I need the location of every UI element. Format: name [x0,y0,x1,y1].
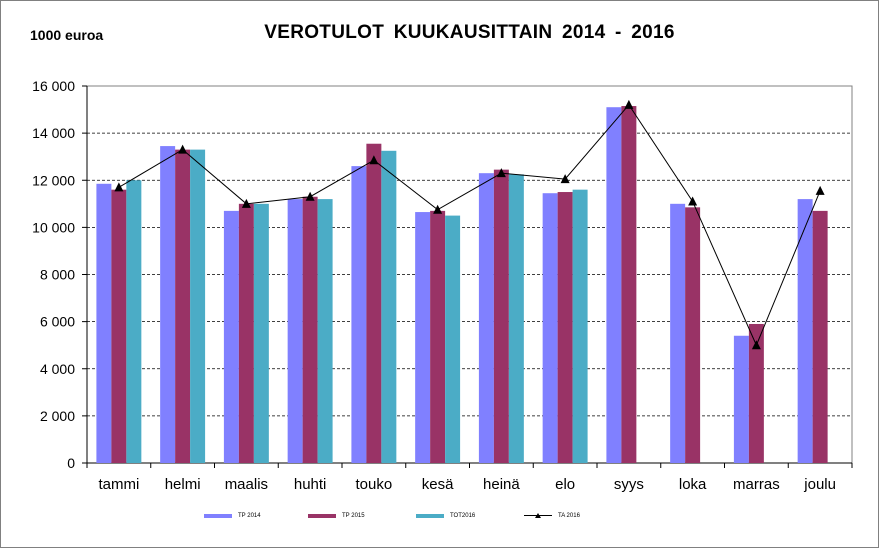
bar [223,210,239,463]
x-tick-label: elo [555,476,575,493]
legend-item: TOT2016 [416,513,475,519]
bar [111,189,127,464]
legend-label: TOT2016 [450,513,476,519]
x-tick-label: joulu [803,476,836,493]
data-point [496,168,506,178]
bar [812,210,828,463]
bar [542,193,558,463]
bar [381,150,397,463]
legend-item: TA 2016 [524,513,580,519]
data-point [305,191,315,201]
bar [238,203,254,463]
series-line [118,104,821,347]
bar [317,199,333,463]
x-tick-label: kesä [422,476,454,493]
bar [351,166,367,464]
x-tick-label: tammi [98,476,139,493]
bar [733,335,749,463]
data-point [560,174,570,184]
data-point [624,99,634,109]
x-tick-label: helmi [165,476,201,493]
y-tick-label: 10 000 [32,219,75,235]
data-point [688,196,698,206]
bar [670,203,686,463]
x-tick-label: syys [614,476,644,493]
bar [160,146,176,463]
x-tick-label: marras [733,476,780,493]
y-tick-label: 2 000 [40,408,75,424]
legend-label: TP 2015 [342,513,365,519]
bar [253,203,269,463]
bar [287,199,303,463]
data-point [815,185,825,195]
bar [748,323,764,463]
legend-swatch [204,514,232,518]
data-point [178,144,188,154]
bar [685,207,701,463]
y-tick-label: 12 000 [32,172,75,188]
bar [557,192,573,463]
y-tick-label: 8 000 [40,267,75,283]
bar [430,210,446,463]
bar [606,107,622,464]
bar [508,174,524,463]
legend-swatch [416,514,444,518]
bar [415,212,431,463]
legend-label: TA 2016 [558,513,580,519]
bar [302,196,318,463]
bar [478,173,494,463]
bar [175,149,191,463]
y-tick-label: 0 [67,455,75,471]
y-tick-label: 6 000 [40,314,75,330]
x-tick-label: loka [679,476,707,493]
data-point [369,155,379,165]
bar [445,215,461,463]
bar [572,189,588,464]
bar [797,199,813,463]
data-point [241,198,251,208]
y-tick-label: 4 000 [40,361,75,377]
x-tick-label: maalis [225,476,268,493]
data-point [751,340,761,350]
data-point [114,182,124,192]
bar [126,180,142,463]
x-tick-label: heinä [483,476,520,493]
bar [190,149,206,463]
x-tick-label: huhti [294,476,327,493]
legend-item: TP 2014 [204,513,261,519]
chart-title: VEROTULOT KUUKAUSITTAIN 2014 - 2016 [264,22,675,43]
data-point [433,204,443,214]
bar [493,169,509,463]
x-tick-label: touko [356,476,393,493]
y-tick-label: 14 000 [32,125,75,141]
legend-label: TP 2014 [238,513,261,519]
legend-swatch [308,514,336,518]
bar [621,106,637,463]
bar [366,143,382,463]
chart-legend: TP 2014 TP 2015 TOT2016 TA 2016 [0,513,879,527]
y-unit-label: 1000 euroa [30,27,104,43]
bar [96,183,112,464]
y-tick-label: 16 000 [32,78,75,94]
legend-line-marker-icon [524,513,552,519]
legend-item: TP 2015 [308,513,365,519]
